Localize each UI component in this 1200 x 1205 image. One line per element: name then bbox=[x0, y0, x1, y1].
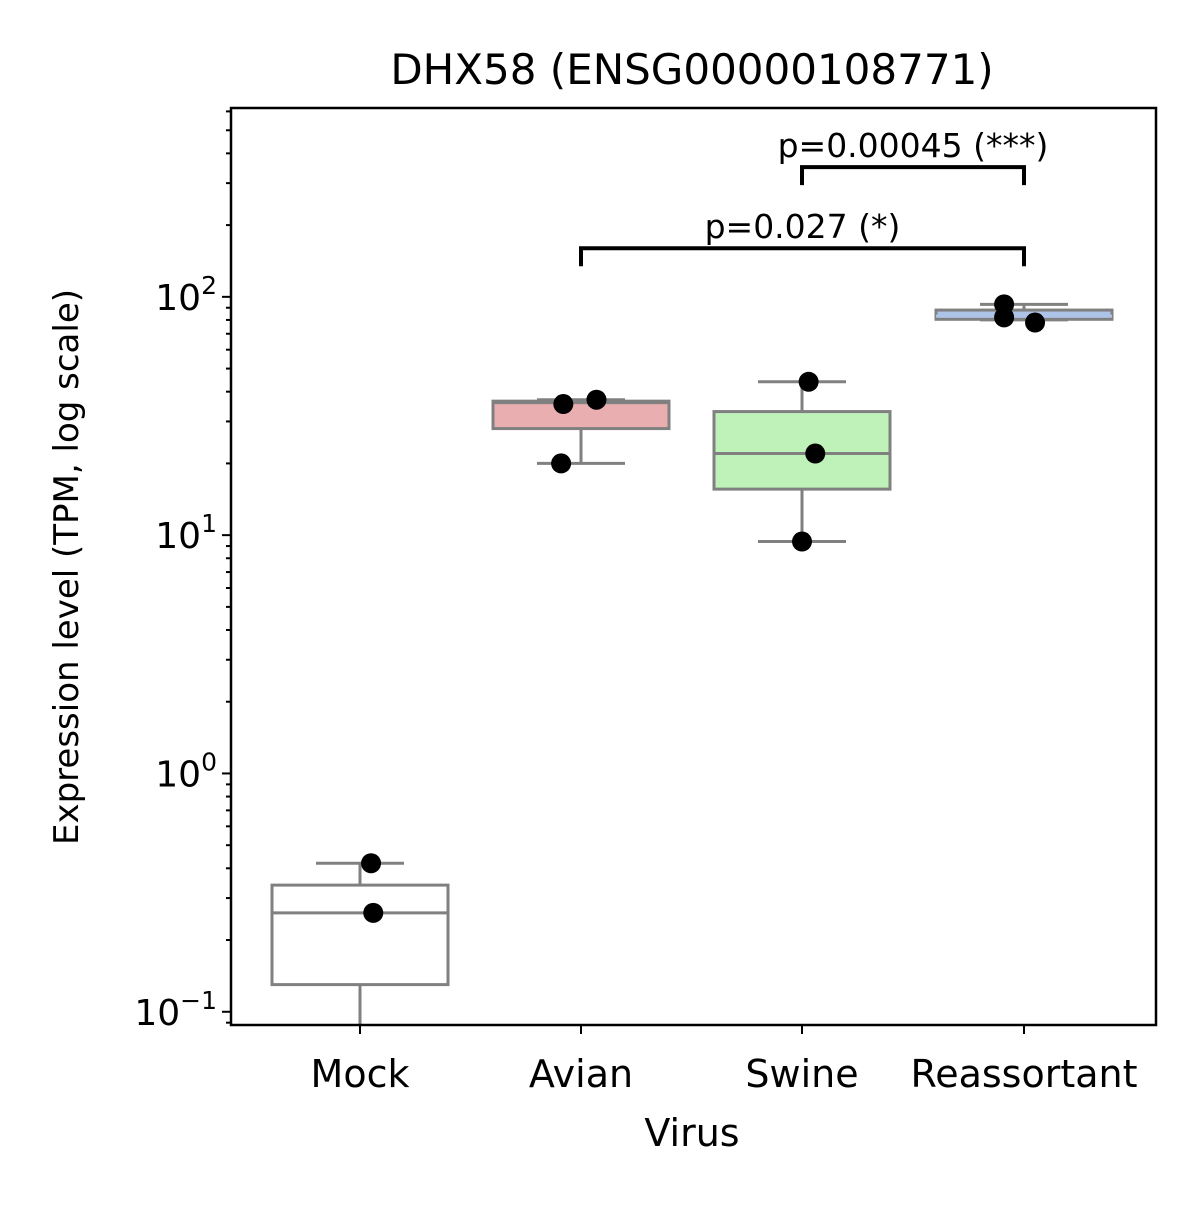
y-tick-label-base: 10 bbox=[155, 516, 201, 557]
y-tick-label: 102 bbox=[155, 271, 217, 319]
box-swine bbox=[712, 410, 892, 491]
y-tick-label-exponent: 0 bbox=[201, 747, 217, 776]
y-tick-label: 10−1 bbox=[134, 986, 217, 1034]
x-tick-label: Avian bbox=[529, 1052, 633, 1096]
box-avian bbox=[491, 399, 671, 431]
x-axis-label: Virus bbox=[644, 1111, 739, 1155]
box-mock bbox=[270, 883, 450, 987]
x-tick-label: Reassortant bbox=[911, 1052, 1138, 1096]
data-point bbox=[994, 307, 1015, 328]
axes-frame bbox=[229, 106, 1158, 1027]
p-value-label: p=0.00045 (***) bbox=[778, 126, 1049, 165]
data-point bbox=[798, 371, 819, 392]
data-point bbox=[1025, 312, 1046, 333]
y-tick-label-exponent: −1 bbox=[180, 986, 217, 1015]
x-tick-label: Mock bbox=[311, 1052, 410, 1096]
data-point bbox=[792, 531, 812, 552]
significance-bracket bbox=[579, 246, 1026, 267]
y-tick-label: 101 bbox=[155, 509, 217, 557]
data-point bbox=[553, 394, 574, 415]
data-point bbox=[361, 853, 382, 874]
y-tick-label-exponent: 2 bbox=[201, 271, 217, 300]
y-tick-label-base: 10 bbox=[155, 278, 201, 319]
y-tick-label-base: 10 bbox=[134, 993, 180, 1034]
boxes-layer bbox=[270, 302, 1114, 1025]
y-tick-label-base: 10 bbox=[155, 754, 201, 795]
data-point bbox=[586, 389, 607, 410]
chart-title: DHX58 (ENSG00000108771) bbox=[390, 45, 993, 94]
data-point bbox=[805, 443, 826, 464]
y-tick-label-exponent: 1 bbox=[201, 509, 217, 538]
data-point bbox=[363, 902, 384, 923]
p-value-label: p=0.027 (*) bbox=[705, 207, 901, 246]
y-axis-label: Expression level (TPM, log scale) bbox=[47, 289, 87, 845]
y-tick-label: 100 bbox=[155, 747, 217, 795]
data-point bbox=[551, 453, 572, 474]
x-tick-label: Swine bbox=[745, 1052, 858, 1096]
significance-bracket bbox=[800, 165, 1026, 186]
